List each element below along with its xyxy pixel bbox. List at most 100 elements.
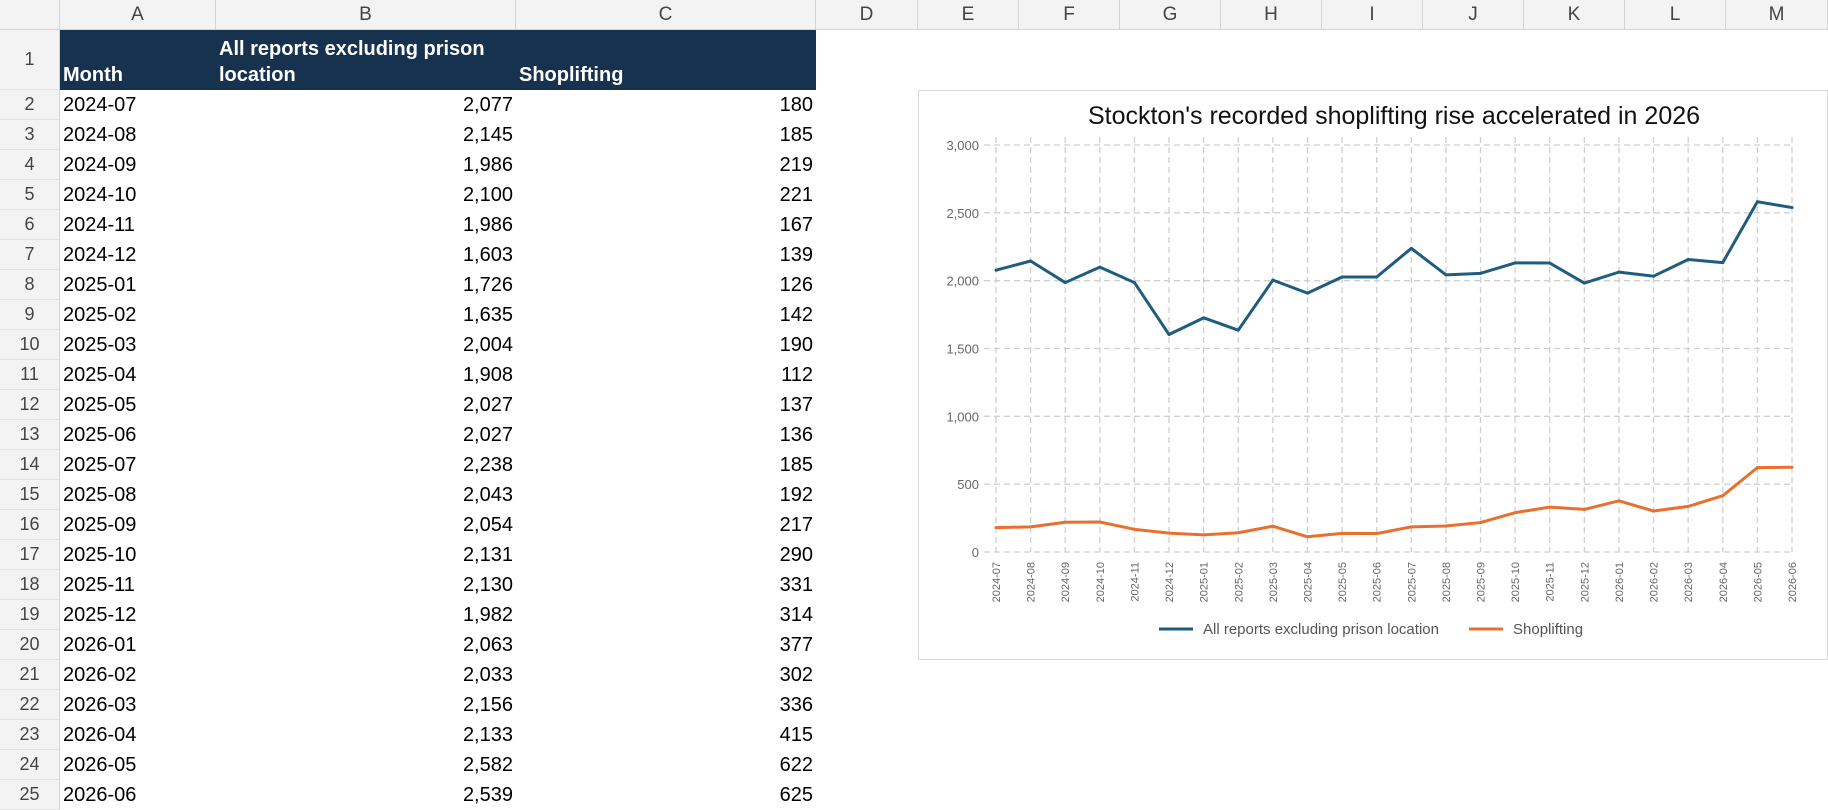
column-header-m[interactable]: M xyxy=(1726,0,1828,30)
row-header-17[interactable]: 17 xyxy=(0,540,60,570)
cell-shoplifting[interactable]: 290 xyxy=(779,543,813,566)
header-cell-month[interactable]: Month xyxy=(60,30,216,90)
row-header-6[interactable]: 6 xyxy=(0,210,60,240)
cell-month[interactable]: 2025-07 xyxy=(63,453,137,476)
row-header-22[interactable]: 22 xyxy=(0,690,60,720)
cell-shoplifting[interactable]: 185 xyxy=(779,453,813,476)
row-header-19[interactable]: 19 xyxy=(0,600,60,630)
cell-shoplifting[interactable]: 336 xyxy=(779,693,813,716)
cell-month[interactable]: 2024-07 xyxy=(63,93,137,116)
cell-month[interactable]: 2024-10 xyxy=(63,183,137,206)
column-header-a[interactable]: A xyxy=(60,0,216,30)
cell-all-reports[interactable]: 2,063 xyxy=(462,633,513,656)
cell-shoplifting[interactable]: 190 xyxy=(779,333,813,356)
cell-month[interactable]: 2025-05 xyxy=(63,393,137,416)
row-header-1[interactable]: 1 xyxy=(0,30,60,90)
cell-all-reports[interactable]: 2,130 xyxy=(462,573,513,596)
cell-all-reports[interactable]: 2,027 xyxy=(462,393,513,416)
cell-all-reports[interactable]: 2,054 xyxy=(462,513,513,536)
cell-shoplifting[interactable]: 217 xyxy=(779,513,813,536)
cell-shoplifting[interactable]: 192 xyxy=(779,483,813,506)
cell-shoplifting[interactable]: 314 xyxy=(779,603,813,626)
cell-all-reports[interactable]: 2,131 xyxy=(462,543,513,566)
cell-shoplifting[interactable]: 139 xyxy=(779,243,813,266)
cell-all-reports[interactable]: 1,635 xyxy=(462,303,513,326)
row-header-16[interactable]: 16 xyxy=(0,510,60,540)
cell-all-reports[interactable]: 1,603 xyxy=(462,243,513,266)
cell-month[interactable]: 2025-10 xyxy=(63,543,137,566)
cell-shoplifting[interactable]: 137 xyxy=(779,393,813,416)
cell-all-reports[interactable]: 2,539 xyxy=(462,783,513,806)
row-header-25[interactable]: 25 xyxy=(0,780,60,810)
column-header-i[interactable]: I xyxy=(1322,0,1423,30)
cell-shoplifting[interactable]: 625 xyxy=(779,783,813,806)
cell-month[interactable]: 2025-11 xyxy=(63,573,135,596)
select-all-corner[interactable] xyxy=(0,0,60,30)
column-header-e[interactable]: E xyxy=(918,0,1019,30)
header-cell-all-reports[interactable]: All reports excluding prison location xyxy=(216,30,516,90)
row-header-7[interactable]: 7 xyxy=(0,240,60,270)
cell-all-reports[interactable]: 2,027 xyxy=(462,423,513,446)
cell-month[interactable]: 2024-12 xyxy=(63,243,137,266)
cell-month[interactable]: 2025-06 xyxy=(63,423,137,446)
row-header-11[interactable]: 11 xyxy=(0,360,60,390)
row-header-8[interactable]: 8 xyxy=(0,270,60,300)
cell-all-reports[interactable]: 2,100 xyxy=(462,183,513,206)
row-header-24[interactable]: 24 xyxy=(0,750,60,780)
row-header-23[interactable]: 23 xyxy=(0,720,60,750)
column-header-f[interactable]: F xyxy=(1019,0,1120,30)
cell-shoplifting[interactable]: 180 xyxy=(779,93,813,116)
cell-all-reports[interactable]: 1,908 xyxy=(462,363,513,386)
row-header-2[interactable]: 2 xyxy=(0,90,60,120)
row-header-18[interactable]: 18 xyxy=(0,570,60,600)
cell-month[interactable]: 2026-02 xyxy=(63,663,137,686)
cell-shoplifting[interactable]: 622 xyxy=(779,753,813,776)
row-header-14[interactable]: 14 xyxy=(0,450,60,480)
cell-month[interactable]: 2024-11 xyxy=(63,213,135,236)
row-header-9[interactable]: 9 xyxy=(0,300,60,330)
cell-all-reports[interactable]: 2,582 xyxy=(462,753,513,776)
cell-month[interactable]: 2024-08 xyxy=(63,123,137,146)
cell-month[interactable]: 2025-03 xyxy=(63,333,137,356)
cell-all-reports[interactable]: 2,238 xyxy=(462,453,513,476)
cell-shoplifting[interactable]: 377 xyxy=(779,633,813,656)
cell-shoplifting[interactable]: 112 xyxy=(781,363,813,386)
column-header-d[interactable]: D xyxy=(816,0,918,30)
header-cell-shoplifting[interactable]: Shoplifting xyxy=(516,30,816,90)
cell-shoplifting[interactable]: 126 xyxy=(779,273,813,296)
cell-month[interactable]: 2026-03 xyxy=(63,693,137,716)
column-header-g[interactable]: G xyxy=(1120,0,1221,30)
cell-shoplifting[interactable]: 185 xyxy=(779,123,813,146)
cell-all-reports[interactable]: 2,033 xyxy=(462,663,513,686)
cell-all-reports[interactable]: 2,156 xyxy=(462,693,513,716)
row-header-21[interactable]: 21 xyxy=(0,660,60,690)
column-header-c[interactable]: C xyxy=(516,0,816,30)
cell-shoplifting[interactable]: 415 xyxy=(779,723,813,746)
cell-all-reports[interactable]: 1,986 xyxy=(462,153,513,176)
cell-all-reports[interactable]: 1,982 xyxy=(462,603,513,626)
cell-all-reports[interactable]: 2,043 xyxy=(462,483,513,506)
cell-all-reports[interactable]: 2,145 xyxy=(462,123,513,146)
cell-shoplifting[interactable]: 136 xyxy=(779,423,813,446)
cell-shoplifting[interactable]: 142 xyxy=(779,303,813,326)
line-chart[interactable]: Stockton's recorded shoplifting rise acc… xyxy=(918,90,1828,660)
cell-month[interactable]: 2025-12 xyxy=(63,603,137,626)
row-header-20[interactable]: 20 xyxy=(0,630,60,660)
cell-month[interactable]: 2025-09 xyxy=(63,513,137,536)
row-header-4[interactable]: 4 xyxy=(0,150,60,180)
cell-all-reports[interactable]: 1,726 xyxy=(462,273,513,296)
column-header-l[interactable]: L xyxy=(1625,0,1726,30)
cell-shoplifting[interactable]: 221 xyxy=(779,183,813,206)
cell-shoplifting[interactable]: 219 xyxy=(779,153,813,176)
column-header-h[interactable]: H xyxy=(1221,0,1322,30)
row-header-3[interactable]: 3 xyxy=(0,120,60,150)
row-header-13[interactable]: 13 xyxy=(0,420,60,450)
cell-month[interactable]: 2025-02 xyxy=(63,303,137,326)
row-header-5[interactable]: 5 xyxy=(0,180,60,210)
cell-all-reports[interactable]: 2,004 xyxy=(462,333,513,356)
cell-all-reports[interactable]: 1,986 xyxy=(462,213,513,236)
cell-shoplifting[interactable]: 167 xyxy=(779,213,813,236)
cell-month[interactable]: 2026-06 xyxy=(63,783,137,806)
cell-shoplifting[interactable]: 302 xyxy=(779,663,813,686)
cell-month[interactable]: 2024-09 xyxy=(63,153,137,176)
